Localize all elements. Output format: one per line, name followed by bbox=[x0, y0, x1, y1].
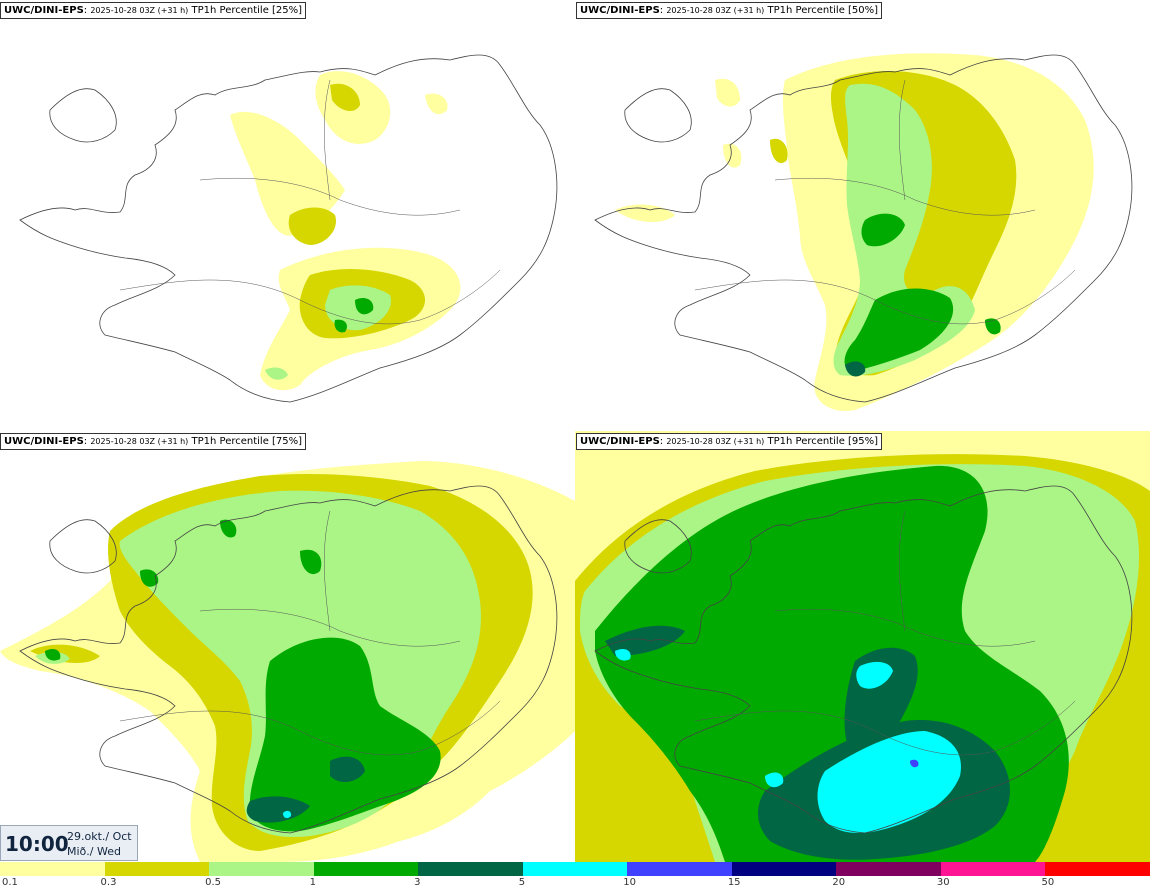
product-name: TP1h Percentile [75%] bbox=[191, 436, 303, 447]
colorbar-tick-label: 1 bbox=[309, 877, 316, 888]
precip-map bbox=[594, 53, 1133, 411]
coastline bbox=[594, 485, 1133, 834]
colorbar-segment bbox=[940, 862, 1046, 876]
valid-date: 29.okt./ Oct bbox=[67, 830, 132, 843]
roads bbox=[694, 79, 1076, 325]
map-panel-p75: UWC/DINI-EPS: 2025-10-28 03Z (+31 h) TP1… bbox=[0, 431, 575, 862]
coastline bbox=[19, 485, 558, 834]
run-time: 2025-10-28 03Z (+31 h) bbox=[666, 6, 765, 15]
precip-green-layer bbox=[334, 298, 374, 333]
precip-map bbox=[19, 54, 558, 403]
model-name: UWC/DINI-EPS bbox=[4, 5, 84, 16]
coastline bbox=[19, 54, 558, 403]
colorbar-tick-label: 50 bbox=[1041, 877, 1055, 888]
colorbar-tick-label: 0.3 bbox=[100, 877, 117, 888]
colorbar-tick-label: 5 bbox=[518, 877, 526, 888]
precip-yellow-layer bbox=[230, 71, 461, 391]
colorbar-tick-label: 10 bbox=[623, 877, 636, 888]
precip-green-layer bbox=[45, 519, 441, 832]
model-name: UWC/DINI-EPS bbox=[580, 5, 660, 16]
precip-darkgreen-layer bbox=[246, 756, 365, 823]
precip-map bbox=[575, 431, 1150, 862]
precip-darkgreen-layer bbox=[845, 361, 866, 377]
colorbar-tick-label: 20 bbox=[832, 877, 846, 888]
run-time: 2025-10-28 03Z (+31 h) bbox=[90, 437, 189, 446]
precip-cyan-layer bbox=[615, 648, 961, 833]
roads bbox=[119, 510, 501, 756]
colorbar-tick-label: 15 bbox=[727, 877, 741, 888]
precip-green-layer bbox=[844, 213, 1001, 372]
colorbar-segment bbox=[522, 862, 628, 876]
map-panel-p50: UWC/DINI-EPS: 2025-10-28 03Z (+31 h) TP1… bbox=[575, 0, 1150, 431]
colorbar-tick-label: 30 bbox=[936, 877, 950, 888]
colorbar-tick-label: 0.5 bbox=[205, 877, 221, 888]
colorbar-segment bbox=[0, 862, 105, 876]
roads bbox=[694, 510, 1076, 756]
colorbar-segment bbox=[1045, 862, 1150, 876]
colorbar-tick-label: 3 bbox=[414, 877, 421, 888]
colorbar-ticks: 0.1 0.3 0.5 1 3 5 10 15 20 30 50 bbox=[0, 876, 1150, 891]
colorbar bbox=[0, 862, 1150, 876]
precip-cyan-layer bbox=[283, 810, 292, 819]
colorbar-tick-label: 0.1 bbox=[2, 877, 18, 888]
map-panel-p25: UWC/DINI-EPS: 2025-10-28 03Z (+31 h) TP1… bbox=[0, 0, 575, 431]
product-name: TP1h Percentile [50%] bbox=[767, 5, 879, 16]
colorbar-segment bbox=[418, 862, 524, 876]
colorbar-segment bbox=[731, 862, 837, 876]
map-panel-p95: UWC/DINI-EPS: 2025-10-28 03Z (+31 h) TP1… bbox=[575, 431, 1150, 862]
panel-title: UWC/DINI-EPS: 2025-10-28 03Z (+31 h) TP1… bbox=[0, 433, 307, 450]
run-time: 2025-10-28 03Z (+31 h) bbox=[90, 6, 189, 15]
model-name: UWC/DINI-EPS bbox=[580, 436, 660, 447]
roads bbox=[119, 79, 501, 325]
panel-title: UWC/DINI-EPS: 2025-10-28 03Z (+31 h) TP1… bbox=[576, 433, 883, 450]
colorbar-segment bbox=[104, 862, 210, 876]
colorbar-segment bbox=[627, 862, 733, 876]
valid-time-box: 10:00 29.okt./ Oct Mið./ Wed bbox=[0, 825, 138, 861]
product-name: TP1h Percentile [95%] bbox=[767, 436, 879, 447]
valid-time: 10:00 bbox=[5, 832, 69, 856]
coastline bbox=[594, 54, 1133, 403]
valid-weekday: Mið./ Wed bbox=[67, 845, 121, 858]
model-name: UWC/DINI-EPS bbox=[4, 436, 84, 447]
colorbar-segment bbox=[209, 862, 315, 876]
colorbar-segment bbox=[313, 862, 419, 876]
precip-blue-layer bbox=[910, 759, 919, 768]
precip-map bbox=[0, 461, 575, 862]
run-time: 2025-10-28 03Z (+31 h) bbox=[666, 437, 765, 446]
product-name: TP1h Percentile [25%] bbox=[191, 5, 303, 16]
colorbar-segment bbox=[836, 862, 942, 876]
panel-title: UWC/DINI-EPS: 2025-10-28 03Z (+31 h) TP1… bbox=[576, 2, 883, 19]
panel-title: UWC/DINI-EPS: 2025-10-28 03Z (+31 h) TP1… bbox=[0, 2, 307, 19]
